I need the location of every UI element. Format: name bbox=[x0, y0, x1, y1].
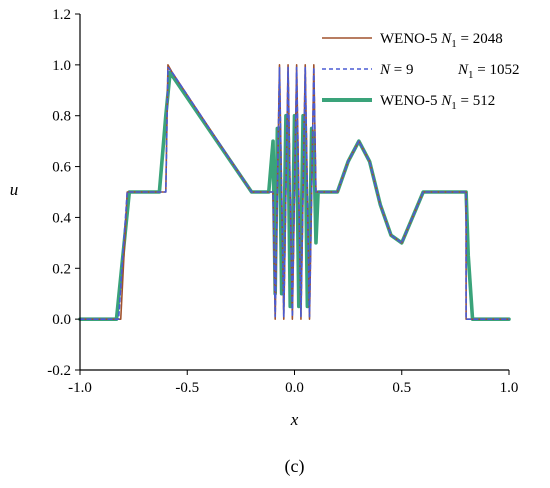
legend-label-1: WENO-5 N1 = 2048 bbox=[380, 31, 503, 50]
panel-label: (c) bbox=[285, 456, 305, 477]
x-tick-label: 0.5 bbox=[392, 380, 411, 396]
legend-label-3: WENO-5 N1 = 512 bbox=[380, 93, 495, 112]
x-tick-label: -1.0 bbox=[68, 380, 92, 396]
legend: WENO-5 N1 = 2048 N = 9 N1 = 1052 WENO-5 N1 … bbox=[322, 31, 519, 112]
x-tick-label: -0.5 bbox=[175, 380, 199, 396]
y-tick-label: 0.6 bbox=[52, 160, 71, 176]
x-tick-label: 1.0 bbox=[500, 380, 519, 396]
y-axis-label: u bbox=[10, 180, 19, 199]
plot-series bbox=[78, 64, 511, 321]
y-tick-label: 0.0 bbox=[52, 312, 71, 328]
y-tick-label: 1.2 bbox=[52, 7, 71, 23]
y-tick-label: -0.2 bbox=[47, 363, 71, 379]
legend-label-2: N = 9 N1 = 1052 bbox=[379, 62, 519, 81]
x-axis-label: x bbox=[290, 410, 299, 429]
series-line-2 bbox=[79, 66, 510, 320]
y-tick-label: 0.8 bbox=[52, 109, 71, 125]
x-tick-label: 0.0 bbox=[285, 380, 304, 396]
y-tick-label: 1.0 bbox=[52, 58, 71, 74]
y-tick-label: 0.2 bbox=[52, 261, 71, 277]
ticks: -1.0 -0.5 0.0 0.5 1.0 -0.2 0.0 0.2 0.4 0.6 0.8 1.0 1… bbox=[47, 7, 518, 396]
y-tick-label: 0.4 bbox=[52, 210, 71, 226]
